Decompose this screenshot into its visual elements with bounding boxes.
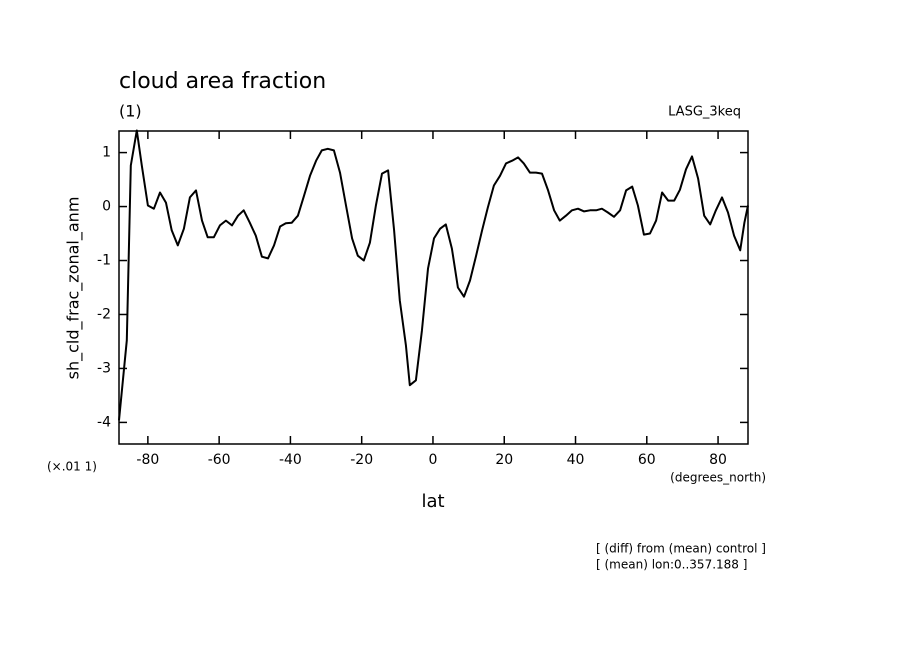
y-unit: (×.01 1) — [47, 460, 97, 474]
y-axis-label: sh_cld_frac_zonal_anm — [64, 197, 84, 380]
x-tick-label: 40 — [567, 452, 585, 468]
x-tick-label: 80 — [709, 452, 727, 468]
y-tick-label: 0 — [102, 199, 111, 215]
note: [ (diff) from (mean) control ] — [596, 542, 766, 556]
chart-title: cloud area fraction — [119, 69, 326, 94]
x-tick-label: 20 — [495, 452, 513, 468]
y-tick-label: 1 — [102, 145, 111, 161]
x-unit: (degrees_north) — [670, 471, 766, 485]
x-tick-label: -80 — [136, 452, 159, 468]
annotation: LASG_3keq — [668, 105, 741, 120]
data-line — [118, 129, 749, 421]
x-tick-label: -20 — [350, 452, 373, 468]
note: [ (mean) lon:0..357.188 ] — [596, 558, 747, 572]
y-tick-label: -1 — [97, 253, 111, 269]
x-tick-label: 0 — [429, 452, 438, 468]
x-axis-label: lat — [421, 491, 444, 512]
y-tick-label: -4 — [97, 414, 111, 430]
y-tick-label: -2 — [97, 306, 111, 322]
x-tick-label: -40 — [279, 452, 302, 468]
subtitle: (1) — [119, 102, 142, 121]
x-tick-label: 60 — [638, 452, 656, 468]
y-tick-label: -3 — [97, 360, 111, 376]
x-tick-label: -60 — [208, 452, 231, 468]
